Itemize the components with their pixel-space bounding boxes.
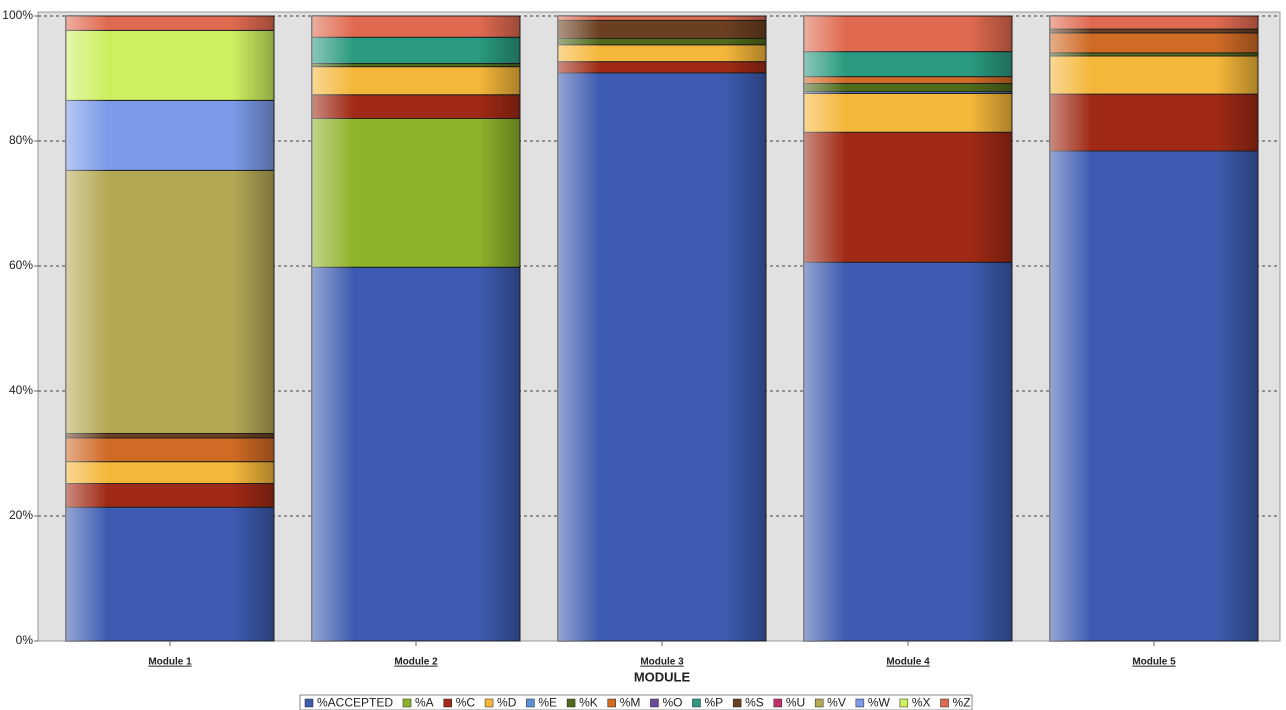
y-tick-label: 100% xyxy=(2,8,33,22)
y-tick-label: 0% xyxy=(16,633,34,647)
legend-label: %M xyxy=(620,696,641,710)
bar-segment xyxy=(803,76,1013,84)
bar-segment xyxy=(311,36,521,64)
bar-segment xyxy=(65,461,275,484)
bar-segment xyxy=(557,44,767,63)
legend-swatch xyxy=(650,698,659,708)
bar-segment xyxy=(1049,32,1259,54)
x-tick-label: Module 5 xyxy=(1132,657,1176,668)
legend-label: %C xyxy=(456,696,476,710)
legend-box xyxy=(299,694,973,710)
legend-swatch xyxy=(899,698,909,708)
bar-segment xyxy=(803,93,1013,133)
bar-segment xyxy=(65,15,275,31)
legend-swatch xyxy=(732,698,742,708)
legend-swatch xyxy=(692,698,701,708)
legend-label: %W xyxy=(868,696,891,710)
bar-segment xyxy=(1049,93,1259,152)
bar-segment xyxy=(1049,150,1259,642)
x-tick-label: Module 1 xyxy=(148,657,192,668)
bar-segment xyxy=(311,118,521,268)
bar-segment xyxy=(803,83,1013,93)
bar-segment xyxy=(803,51,1013,78)
legend-label: %U xyxy=(786,696,805,710)
y-tick-label: 60% xyxy=(9,258,33,272)
legend-label: %S xyxy=(745,696,764,710)
legend-label: %D xyxy=(497,696,517,710)
bar-segment xyxy=(311,266,521,642)
bar-segment xyxy=(65,99,275,171)
bar-segment xyxy=(557,19,767,39)
bar-segment xyxy=(65,433,275,439)
bar-segment xyxy=(311,66,521,96)
bar-segment xyxy=(65,437,275,463)
bar-segment xyxy=(65,506,275,642)
legend-swatch xyxy=(855,698,865,708)
bar-segment xyxy=(65,169,275,434)
legend-label: %K xyxy=(579,696,598,710)
bar-segment xyxy=(557,38,767,46)
legend-label: %P xyxy=(704,696,723,710)
bar-segment xyxy=(1049,28,1259,34)
legend-label: %A xyxy=(415,696,434,710)
legend-label: %X xyxy=(912,696,931,710)
legend-label: %ACCEPTED xyxy=(317,696,393,710)
y-tick-label: 20% xyxy=(9,508,33,522)
legend-swatch xyxy=(304,698,314,708)
y-tick-label: 80% xyxy=(9,133,33,147)
legend-swatch xyxy=(566,698,576,708)
bar-segment xyxy=(557,61,767,74)
legend-swatch xyxy=(402,698,412,708)
bar-segment xyxy=(311,15,521,38)
legend-swatch xyxy=(814,698,824,708)
bar-segment xyxy=(803,15,1013,53)
x-tick-label: Module 2 xyxy=(394,657,438,668)
legend-swatch xyxy=(484,698,494,708)
y-tick-label: 40% xyxy=(9,383,33,397)
legend-swatch xyxy=(607,698,617,708)
legend-label: %V xyxy=(827,696,846,710)
bar-segment xyxy=(557,72,767,642)
legend-label: %E xyxy=(538,696,557,710)
legend-swatch xyxy=(940,698,949,708)
bar-segment xyxy=(65,29,275,101)
x-tick-label: Module 4 xyxy=(886,657,930,668)
bar-segment xyxy=(803,261,1013,642)
legend-label: %Z xyxy=(953,696,971,710)
legend-label: %O xyxy=(662,696,682,710)
bar-segment xyxy=(1049,15,1259,30)
bar-segment xyxy=(803,131,1013,263)
bar-segment xyxy=(65,483,275,508)
legend-swatch xyxy=(443,698,452,708)
bar-segment xyxy=(1049,55,1259,95)
bar-segment xyxy=(311,94,521,119)
legend-swatch xyxy=(773,698,783,708)
x-tick-label: Module 3 xyxy=(640,657,684,668)
legend-swatch xyxy=(526,698,535,708)
x-axis-title: MODULE xyxy=(634,669,691,684)
bar-segment xyxy=(557,15,767,21)
